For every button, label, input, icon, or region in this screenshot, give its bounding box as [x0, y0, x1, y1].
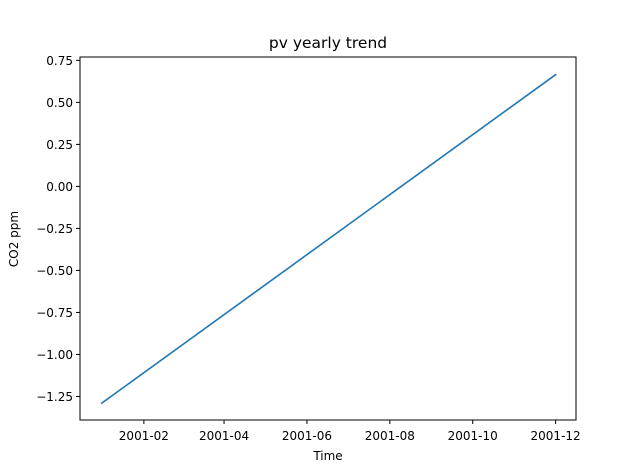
- y-tick-label: 0.25: [46, 138, 73, 152]
- series-line: [100, 73, 557, 405]
- y-tick-label: −0.75: [36, 306, 73, 320]
- plot-frame: [79, 56, 577, 421]
- plot-layer: [100, 73, 557, 405]
- y-axis-label: CO2 ppm: [7, 211, 21, 267]
- x-tick-label: 2001-04: [199, 429, 249, 443]
- x-tick-label: 2001-10: [448, 429, 498, 443]
- y-axis: 0.75 0.50 0.25 0.00 −0.25 −0.50 −0.75 −1.00 −1.2…: [36, 54, 80, 404]
- y-tick-label: −0.50: [36, 264, 73, 278]
- x-tick-label: 2001-12: [531, 429, 581, 443]
- y-tick-label: −0.25: [36, 222, 73, 236]
- x-axis: 2001-02 2001-04 2001-06 2001-08 2001-10 2001-…: [119, 420, 581, 443]
- y-tick-label: −1.00: [36, 348, 73, 362]
- x-axis-label: Time: [312, 449, 342, 463]
- y-tick-label: −1.25: [36, 390, 73, 404]
- y-tick-label: 0.75: [46, 54, 73, 68]
- x-tick-label: 2001-08: [365, 429, 415, 443]
- x-tick-label: 2001-02: [119, 429, 169, 443]
- y-tick-label: 0.00: [46, 180, 73, 194]
- chart-title: pv yearly trend: [269, 34, 387, 52]
- x-tick-label: 2001-06: [282, 429, 332, 443]
- y-tick-label: 0.50: [46, 96, 73, 110]
